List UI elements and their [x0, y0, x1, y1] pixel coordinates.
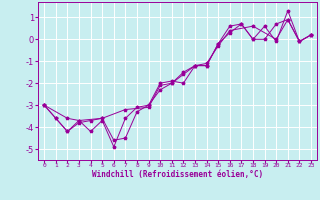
X-axis label: Windchill (Refroidissement éolien,°C): Windchill (Refroidissement éolien,°C) [92, 170, 263, 179]
